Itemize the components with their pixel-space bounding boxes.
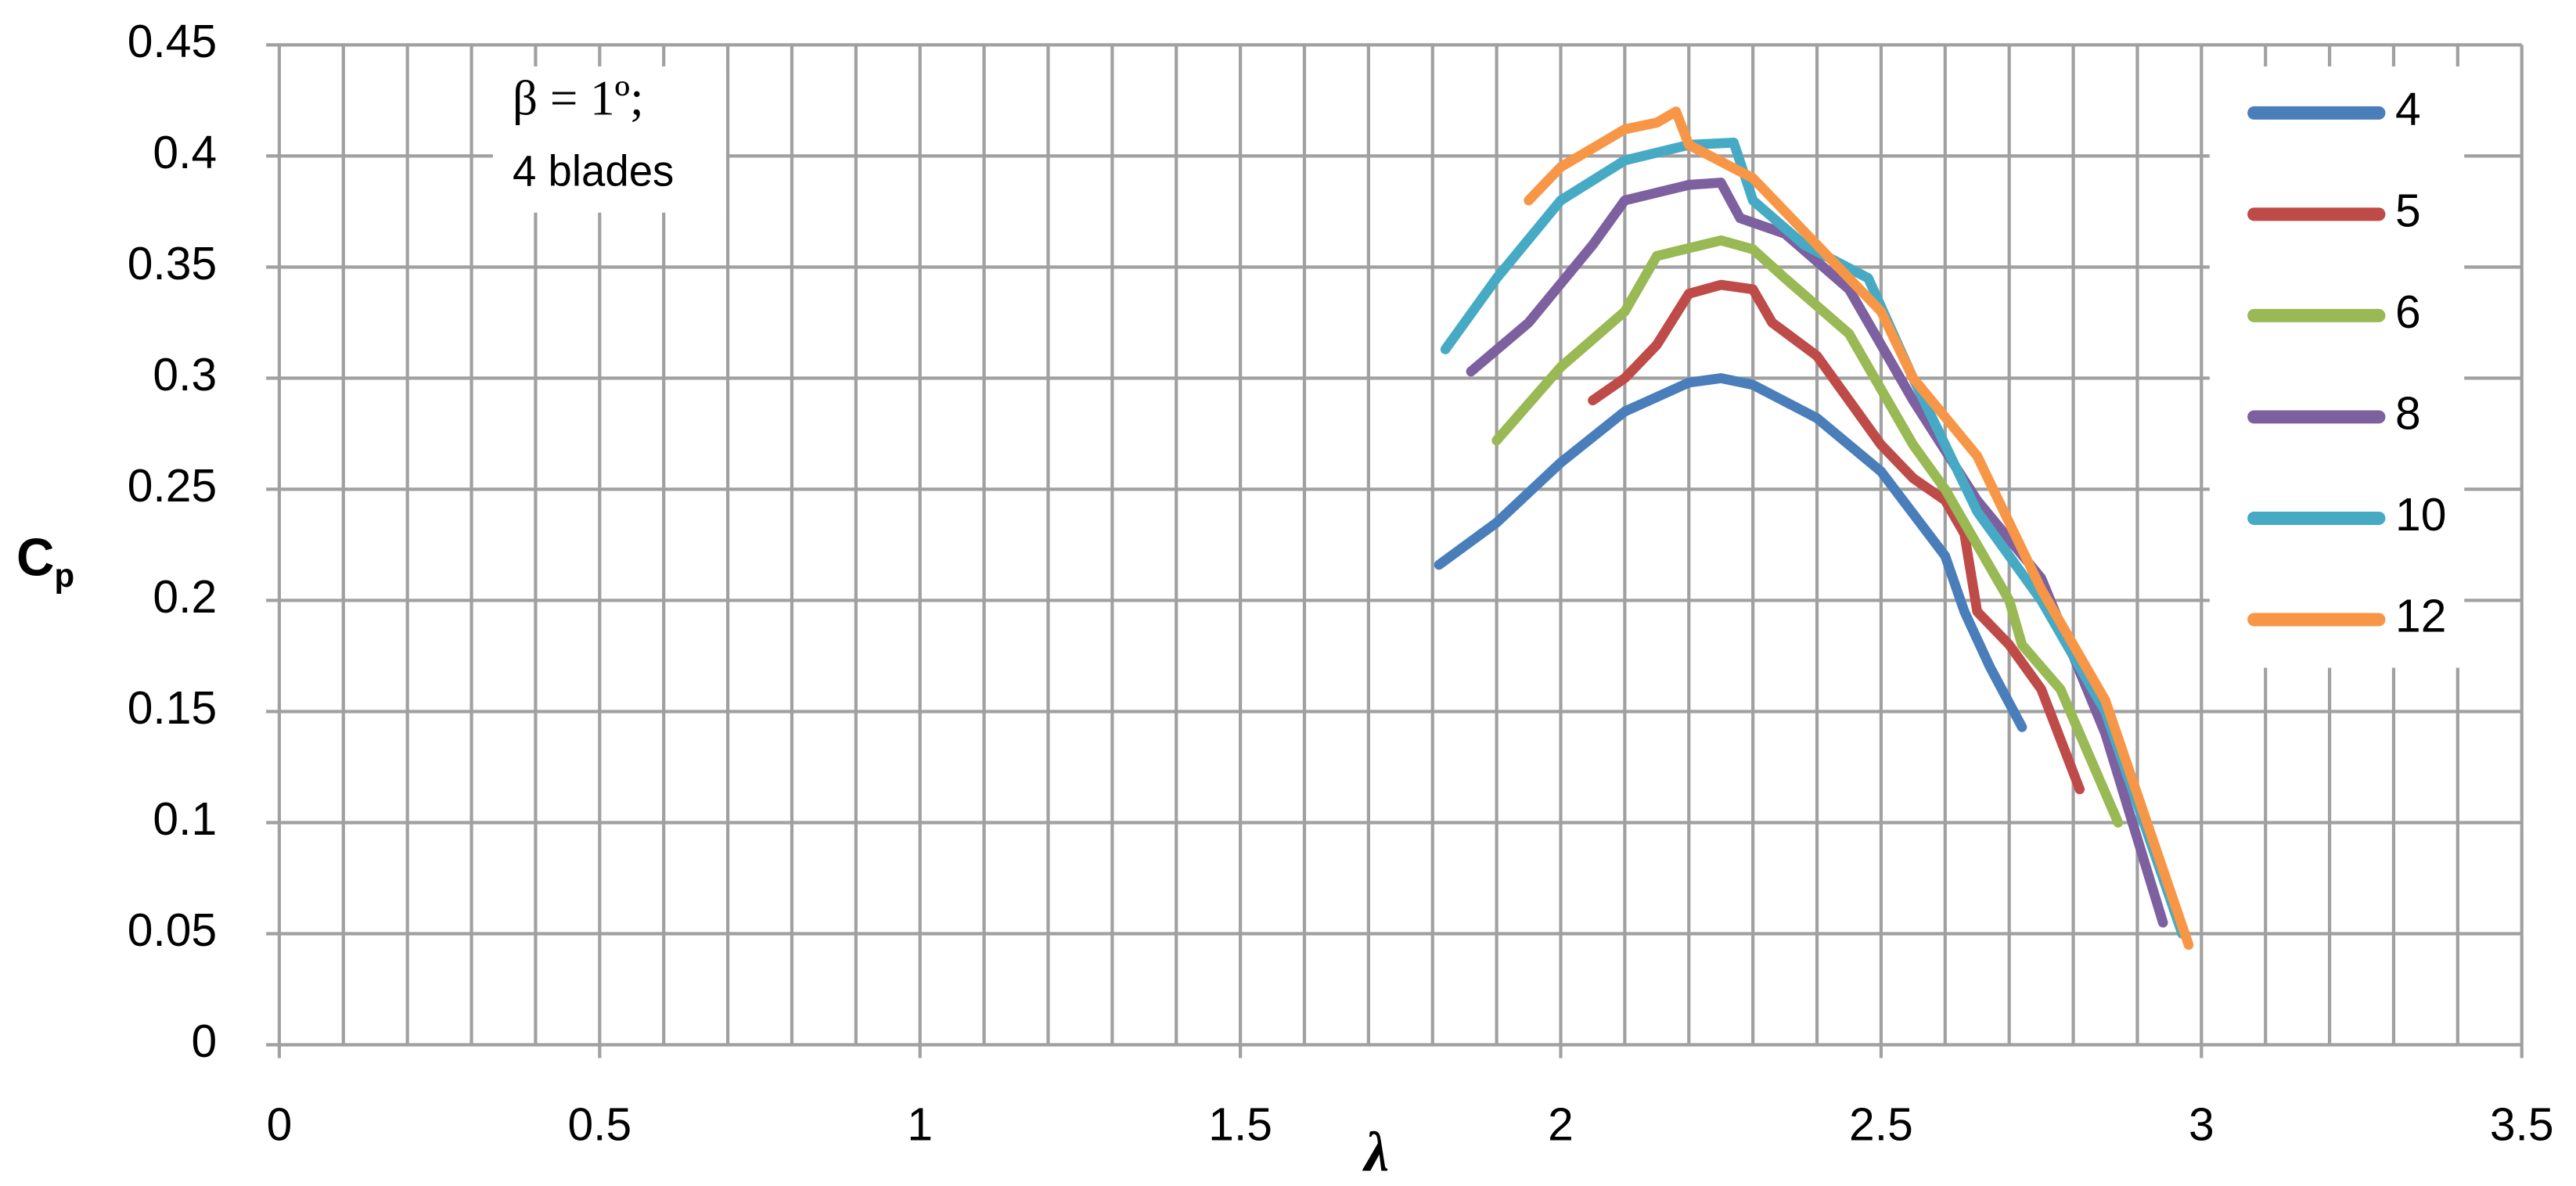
series-line: [1440, 137, 2188, 939]
x-tick-label: 1.5: [1208, 1098, 1272, 1150]
y-tick-label: 0: [191, 1015, 217, 1067]
y-tick-label: 0.3: [153, 348, 217, 401]
annotation: 4 blades: [513, 146, 674, 195]
legend-label: 12: [2395, 589, 2446, 642]
annotation: β = 1º;: [513, 70, 644, 125]
lines: [1434, 106, 2194, 951]
legend-label: 10: [2395, 488, 2446, 541]
y-tick-label: 0.25: [128, 459, 217, 512]
x-tick-label: 1: [907, 1098, 933, 1150]
series-line: [1491, 235, 2124, 828]
y-tick-label: 0.35: [128, 237, 217, 289]
legend-label: 5: [2395, 184, 2421, 236]
y-tick-label: 0.4: [153, 126, 217, 178]
y-axis-label: Cp: [16, 528, 74, 594]
legend: 4 5 6 8 10 12: [2209, 66, 2465, 668]
legend-label: 4: [2395, 83, 2421, 135]
series-line: [1588, 279, 2085, 795]
y-axis-label-text: C: [16, 528, 55, 587]
x-tick-label: 2.5: [1849, 1098, 1913, 1150]
x-tick-label: 0: [267, 1098, 293, 1150]
x-tick-label: 0.5: [567, 1098, 631, 1150]
x-axis-label: λ: [1362, 1120, 1390, 1183]
y-tick-label: 0.15: [128, 681, 217, 734]
y-axis-label-subscript: p: [55, 557, 75, 594]
legend-box: [2209, 66, 2465, 668]
legend-label: 6: [2395, 286, 2421, 338]
series-line: [1524, 106, 2194, 951]
y-tick-label: 0.45: [128, 15, 217, 67]
y-tick-label: 0.05: [128, 904, 217, 956]
x-tick-label: 2: [1548, 1098, 1574, 1150]
x-tick-label: 3.5: [2490, 1098, 2554, 1150]
grid: [266, 43, 2524, 1058]
series-line: [1434, 373, 2027, 732]
legend-label: 8: [2395, 386, 2421, 439]
annotation-box: [492, 66, 726, 213]
x-tick-label: 3: [2189, 1098, 2214, 1150]
y-tick-label: 0.1: [153, 792, 217, 845]
y-tick-label: 0.2: [153, 570, 217, 623]
